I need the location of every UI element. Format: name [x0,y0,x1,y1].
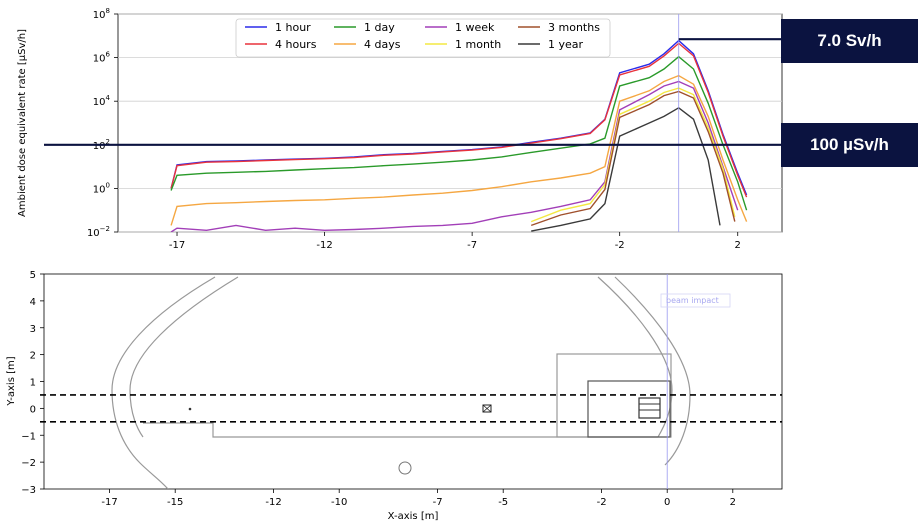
series-line-1-year [531,106,721,232]
legend-entry: 1 hour [275,21,311,34]
legend-entry: 1 year [548,38,584,51]
dose-y-tick-label: 10−2 [87,225,110,239]
geometry-outlines [111,276,691,489]
callout-usv-per-hour: 100 µSv/h [781,123,918,167]
legend: 1 hour 4 hours 1 day 4 days 1 week 1 month 3 m… [235,18,611,58]
geometry-y-tick-label: 4 [30,297,36,308]
dose-x-tick-label: 2 [735,240,741,251]
callout-sv-per-hour: 7.0 Sv/h [781,19,918,63]
geometry-x-tick-label: -5 [498,497,508,508]
legend-entry: 1 day [364,21,395,34]
dose-y-tick-label: 106 [93,51,111,65]
geometry-y-tick-label: −1 [21,431,36,442]
series-line-4-hours [170,42,748,198]
legend-entry: 1 week [455,21,495,34]
series-line-1-day [170,55,748,211]
reference-lines [44,38,782,146]
geometry-x-ticks: -17 -15 -12 -10 -7 -5 -2 0 2 [101,489,736,508]
geometry-x-axis-label: X-axis [m] [388,511,439,522]
geometry-y-tick-label: 0 [30,404,36,415]
small-component [482,404,492,413]
dose-x-tick-label: -7 [467,240,477,251]
series-line-1-week [170,80,739,232]
geometry-y-axis-label: Y-axis [m] [6,356,17,406]
tunnel-inner-outline [129,276,673,438]
small-component-cross-2 [482,404,492,413]
series-line-1-month [530,87,736,223]
legend-box [235,18,611,58]
geometry-y-tick-label: −3 [21,485,36,496]
geometry-x-tick-label: -15 [167,497,183,508]
geometry-x-tick-label: -7 [433,497,443,508]
beam-impact-annotation: beam impact [666,296,719,305]
dose-y-tick-label: 108 [93,7,110,21]
target-box [638,397,661,419]
geometry-x-tick-label: -2 [597,497,607,508]
tunnel-outer-outline [111,276,691,489]
dose-x-tick-label: -2 [615,240,625,251]
series-line-4-days [170,74,748,226]
shield-block-inner [587,380,671,438]
dose-y-ticks: 10−2 100 102 104 106 108 [87,7,118,239]
dose-y-tick-label: 102 [93,138,110,152]
series-line-3-months [530,90,736,227]
geometry-panel: beam impact -17 -15 -12 -10 -7 -5 -2 0 2 −3 −2 −1 0… [6,270,783,522]
geometry-y-tick-label: 5 [30,270,36,281]
legend-entry: 1 month [455,38,501,51]
dose-x-ticks: -17 -12 -7 -2 2 [169,232,741,251]
geometry-x-tick-label: 0 [664,497,670,508]
geometry-x-tick-label: -17 [101,497,117,508]
legend-entry: 4 hours [275,38,317,51]
dose-series-lines [170,39,748,232]
dose-y-tick-label: 104 [93,94,111,108]
beam-impact-annotation-box [660,293,731,308]
floor-outline [143,422,658,438]
small-circle [398,461,412,475]
callout-usv-per-hour-text: 100 µSv/h [810,135,889,154]
dose-x-tick-label: -12 [316,240,332,251]
callout-sv-per-hour-text: 7.0 Sv/h [817,31,882,50]
legend-entry: 3 months [548,21,600,34]
geometry-x-tick-label: 2 [730,497,736,508]
small-dot [188,407,192,411]
geometry-y-tick-label: 2 [30,351,36,362]
dose-rate-panel: -17 -12 -7 -2 2 10−2 100 102 104 106 108 Ambient … [17,7,783,251]
dose-y-axis-label: Ambient dose equivalent rate [µSv/h] [17,29,28,217]
geometry-x-tick-label: -10 [331,497,347,508]
dose-x-tick-label: -17 [169,240,185,251]
geometry-x-tick-label: -12 [265,497,281,508]
geometry-y-ticks: −3 −2 −1 0 1 2 3 4 5 [21,270,44,496]
geometry-y-tick-label: 3 [30,324,36,335]
dose-y-tick-label: 100 [93,181,110,195]
legend-entry: 4 days [364,38,401,51]
geometry-y-tick-label: 1 [30,378,36,389]
geometry-y-tick-label: −2 [21,458,36,469]
